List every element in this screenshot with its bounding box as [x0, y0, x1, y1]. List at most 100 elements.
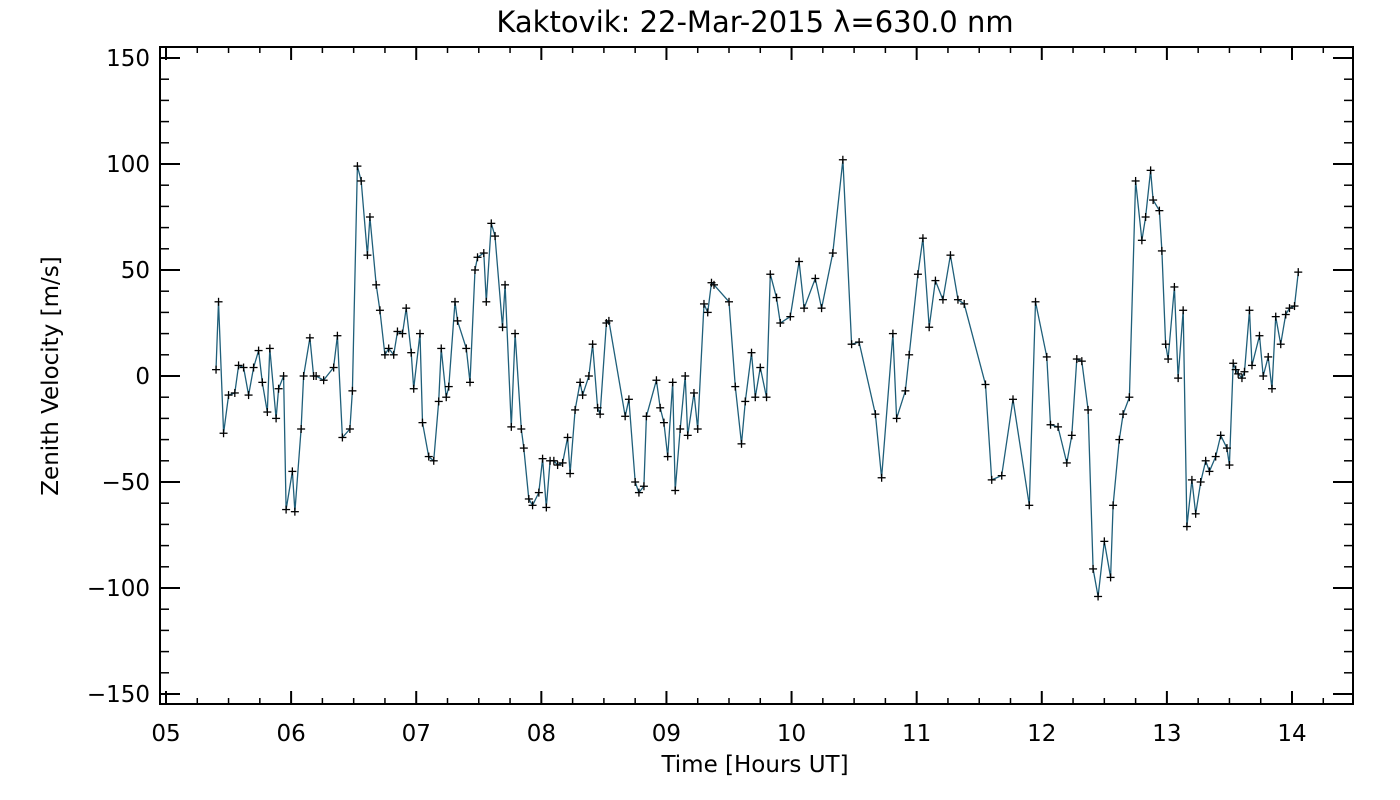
data-point — [1146, 166, 1155, 175]
data-point — [437, 344, 446, 353]
data-point — [888, 329, 897, 338]
data-point — [224, 391, 233, 400]
data-point — [279, 372, 288, 380]
data-point — [693, 425, 702, 433]
data-point — [578, 391, 587, 400]
data-point — [913, 270, 922, 279]
data-point — [1247, 361, 1256, 370]
data-point — [389, 350, 398, 359]
data-point — [1141, 213, 1150, 221]
data-point — [453, 316, 462, 325]
data-point — [244, 391, 253, 400]
data-point — [756, 363, 765, 372]
data-point — [1031, 297, 1040, 306]
data-point — [473, 253, 482, 262]
data-point — [1276, 340, 1285, 349]
data-point — [1187, 475, 1196, 484]
data-point — [212, 365, 221, 374]
data-point — [538, 454, 547, 463]
axis-ticks — [160, 47, 1353, 704]
data-point — [681, 372, 690, 380]
data-point — [905, 350, 914, 359]
data-point — [847, 340, 856, 349]
data-point — [549, 456, 558, 465]
data-point — [415, 329, 424, 338]
data-point — [576, 378, 585, 387]
y-tick-label: 150 — [106, 46, 150, 72]
data-point — [800, 304, 809, 313]
data-point — [1077, 357, 1086, 366]
data-point — [946, 251, 955, 260]
data-point — [624, 395, 633, 404]
data-point — [871, 410, 880, 419]
data-point — [621, 412, 630, 421]
y-tick-label: −150 — [87, 682, 150, 708]
data-point — [1267, 384, 1276, 393]
data-point — [1119, 410, 1128, 419]
data-point — [817, 304, 826, 313]
data-point — [498, 323, 507, 332]
data-point — [558, 458, 567, 467]
data-point — [511, 329, 520, 338]
data-point — [1084, 405, 1093, 414]
data-point — [398, 329, 407, 338]
data-point — [542, 503, 551, 512]
y-tick-label: 50 — [121, 258, 150, 284]
data-point — [402, 304, 411, 313]
data-point — [357, 176, 366, 185]
data-point — [299, 372, 308, 380]
data-point — [811, 274, 820, 283]
data-point — [1062, 458, 1071, 467]
x-tick-label: 10 — [777, 721, 806, 747]
data-point — [507, 422, 516, 431]
data-point — [838, 155, 847, 164]
data-point — [960, 299, 969, 308]
data-point — [1149, 196, 1158, 205]
data-point — [534, 488, 543, 497]
data-point — [214, 297, 223, 306]
data-point — [1042, 352, 1051, 361]
data-point — [1137, 236, 1146, 245]
data-point — [290, 507, 299, 516]
data-point — [683, 431, 692, 440]
data-point — [1196, 478, 1205, 486]
data-point — [1211, 452, 1220, 461]
data-point — [363, 251, 372, 260]
data-point — [1089, 564, 1098, 573]
data-point — [751, 393, 760, 402]
data-point — [219, 429, 228, 438]
y-tick-label: 100 — [106, 152, 150, 178]
data-point — [981, 380, 990, 389]
data-point — [487, 219, 496, 228]
data-point — [571, 405, 580, 414]
data-point — [1161, 340, 1170, 349]
data-point — [1025, 501, 1034, 510]
data-point — [272, 414, 281, 423]
data-point — [365, 213, 374, 221]
data-point — [892, 414, 901, 423]
x-tick-label: 14 — [1277, 721, 1306, 747]
data-point — [642, 412, 651, 421]
x-axis-label: Time [Hours UT] — [660, 752, 848, 778]
data-point — [676, 425, 685, 433]
data-point — [282, 505, 291, 514]
data-point — [263, 408, 272, 417]
data-point — [442, 393, 451, 402]
data-point — [656, 403, 665, 412]
data-point — [938, 295, 947, 304]
data-point — [230, 388, 239, 397]
data-point — [563, 433, 572, 442]
data-point — [709, 280, 718, 289]
data-point — [1231, 365, 1240, 374]
data-point — [345, 425, 354, 433]
data-point — [593, 403, 602, 412]
data-point — [772, 293, 781, 302]
data-point — [254, 346, 263, 355]
x-tick-label: 07 — [402, 721, 431, 747]
x-tick-label: 11 — [902, 721, 931, 747]
data-point — [1285, 304, 1294, 313]
data-point — [1109, 501, 1118, 510]
data-point — [1259, 372, 1268, 380]
data-point — [319, 376, 328, 385]
data-point — [901, 386, 910, 395]
